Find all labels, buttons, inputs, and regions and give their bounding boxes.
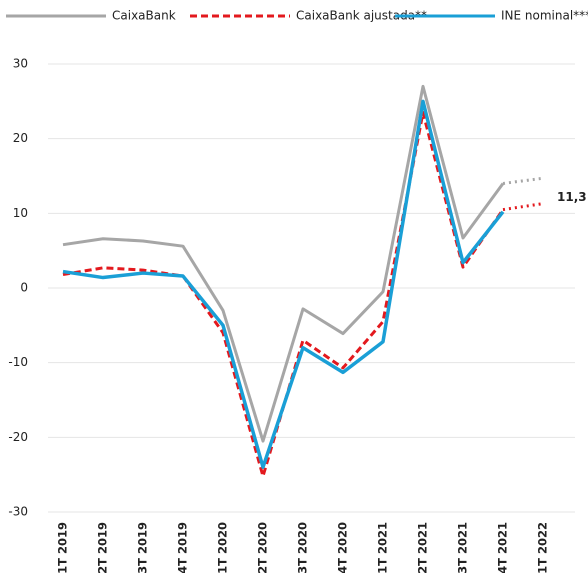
line — [62, 84, 505, 443]
x-tick-label: 1T 2020 — [216, 522, 230, 573]
legend-label: CaixaBank — [112, 9, 176, 23]
x-tick-label: 1T 2022 — [536, 522, 550, 573]
legend-label: INE nominal*** — [501, 9, 588, 23]
y-tick-label: -20 — [8, 430, 28, 444]
value-label: 11,3 — [557, 190, 587, 204]
y-tick-label: -30 — [8, 505, 28, 519]
x-tick-label: 3T 2021 — [456, 522, 470, 573]
y-tick-label: 0 — [20, 281, 28, 295]
line — [502, 176, 544, 185]
x-tick-label: 1T 2019 — [56, 522, 70, 573]
y-tick-label: 20 — [13, 131, 28, 145]
x-tick-label: 2T 2021 — [416, 522, 430, 573]
y-tick-label: 30 — [13, 57, 28, 71]
legend-label: CaixaBank ajustada** — [296, 9, 427, 23]
x-tick-label: 1T 2021 — [376, 522, 390, 573]
y-tick-label: 10 — [13, 206, 28, 220]
x-tick-label: 3T 2019 — [136, 522, 150, 573]
x-tick-label: 2T 2019 — [96, 522, 110, 573]
x-tick-label: 3T 2020 — [296, 522, 310, 573]
y-tick-label: -10 — [8, 355, 28, 369]
line — [502, 202, 544, 212]
x-tick-label: 4T 2019 — [176, 522, 190, 573]
x-tick-label: 2T 2020 — [256, 522, 270, 573]
line — [62, 111, 505, 478]
x-tick-label: 4T 2020 — [336, 522, 350, 573]
line — [62, 99, 505, 469]
x-tick-label: 4T 2021 — [496, 522, 510, 573]
